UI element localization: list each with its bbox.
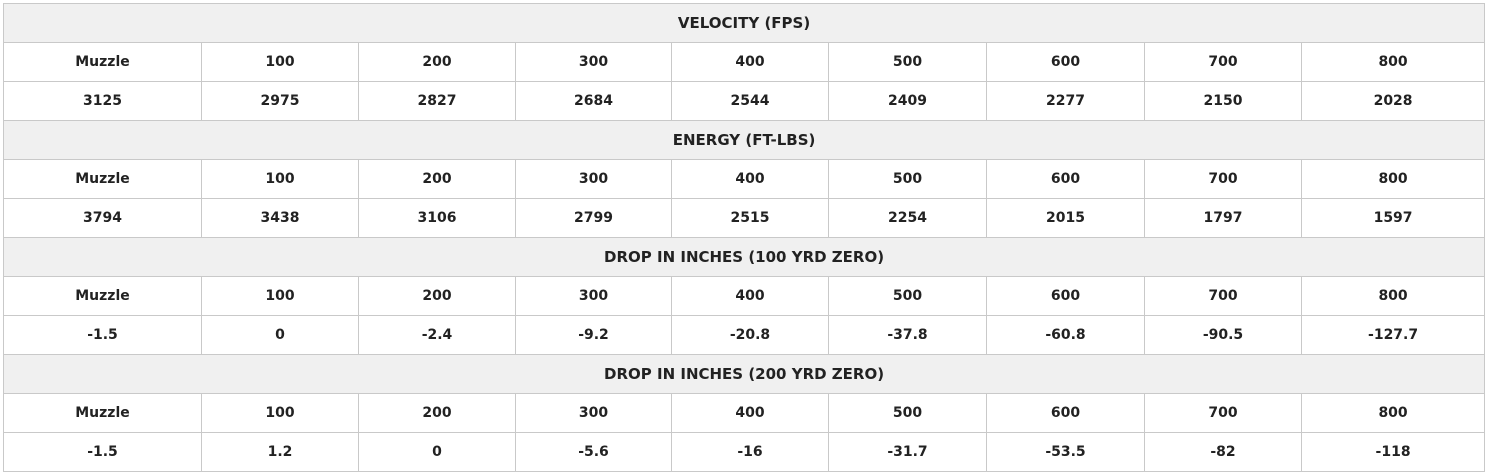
range-header-cell: 200 (358, 276, 516, 316)
range-header-cell: 800 (1300, 393, 1486, 433)
section-title: ENERGY (FT-LBS) (2, 120, 1486, 160)
range-header-cell: 600 (986, 159, 1145, 199)
value-row: -1.5 1.2 0 -5.6 -16 -31.7 -53.5 -82 -118 (3, 432, 1486, 472)
value-cell: 1797 (1144, 198, 1302, 238)
value-cell: -60.8 (986, 315, 1145, 355)
value-cell: 2827 (358, 81, 516, 121)
range-header-cell: 600 (986, 393, 1145, 433)
range-header-cell: 800 (1300, 276, 1486, 316)
value-cell: 2409 (828, 81, 987, 121)
section-title-row: ENERGY (FT-LBS) (2, 120, 1486, 160)
range-header-cell: 100 (201, 276, 359, 316)
value-cell: 3794 (3, 198, 202, 238)
range-header-cell: 100 (201, 42, 359, 82)
ballistics-table: VELOCITY (FPS) Muzzle 100 200 300 400 500 600 70… (2, 3, 1486, 472)
value-cell: 3438 (201, 198, 359, 238)
range-header-cell: 700 (1144, 393, 1302, 433)
value-cell: -9.2 (515, 315, 672, 355)
range-header-cell: 300 (515, 42, 672, 82)
section-title: VELOCITY (FPS) (2, 3, 1486, 43)
range-header-cell: 400 (671, 393, 829, 433)
range-header-cell: 700 (1144, 159, 1302, 199)
value-cell: -1.5 (3, 432, 202, 472)
value-cell: 1597 (1300, 198, 1486, 238)
value-cell: -127.7 (1300, 315, 1486, 355)
section-title-row: DROP IN INCHES (100 YRD ZERO) (2, 237, 1486, 277)
range-header-row: Muzzle 100 200 300 400 500 600 700 800 (3, 393, 1486, 433)
value-cell: -20.8 (671, 315, 829, 355)
value-cell: 2015 (986, 198, 1145, 238)
value-cell: 2799 (515, 198, 672, 238)
section-title-row: DROP IN INCHES (200 YRD ZERO) (2, 354, 1486, 394)
value-cell: 2515 (671, 198, 829, 238)
range-header-cell: Muzzle (3, 276, 202, 316)
value-cell: -31.7 (828, 432, 987, 472)
table-body: VELOCITY (FPS) Muzzle 100 200 300 400 500 600 70… (2, 3, 1486, 472)
value-cell: 0 (201, 315, 359, 355)
value-row: -1.5 0 -2.4 -9.2 -20.8 -37.8 -60.8 -90.5 -127.7 (3, 315, 1486, 355)
section-title: DROP IN INCHES (100 YRD ZERO) (2, 237, 1486, 277)
value-cell: -53.5 (986, 432, 1145, 472)
range-header-cell: 300 (515, 276, 672, 316)
value-cell: 3125 (3, 81, 202, 121)
range-header-row: Muzzle 100 200 300 400 500 600 700 800 (3, 42, 1486, 82)
range-header-cell: 500 (828, 159, 987, 199)
range-header-cell: 400 (671, 276, 829, 316)
range-header-cell: Muzzle (3, 42, 202, 82)
section-title: DROP IN INCHES (200 YRD ZERO) (2, 354, 1486, 394)
section-title-row: VELOCITY (FPS) (2, 3, 1486, 43)
range-header-cell: 100 (201, 393, 359, 433)
range-header-cell: 200 (358, 42, 516, 82)
value-cell: -16 (671, 432, 829, 472)
value-row: 3125 2975 2827 2684 2544 2409 2277 2150 2028 (3, 81, 1486, 121)
range-header-cell: 500 (828, 276, 987, 316)
range-header-cell: 400 (671, 42, 829, 82)
value-cell: 2975 (201, 81, 359, 121)
range-header-cell: 200 (358, 393, 516, 433)
value-cell: 2150 (1144, 81, 1302, 121)
range-header-cell: 100 (201, 159, 359, 199)
range-header-cell: 800 (1300, 42, 1486, 82)
range-header-cell: 300 (515, 159, 672, 199)
value-cell: -82 (1144, 432, 1302, 472)
value-cell: 1.2 (201, 432, 359, 472)
value-cell: -118 (1300, 432, 1486, 472)
range-header-row: Muzzle 100 200 300 400 500 600 700 800 (3, 159, 1486, 199)
value-cell: 3106 (358, 198, 516, 238)
value-cell: 2684 (515, 81, 672, 121)
range-header-cell: 200 (358, 159, 516, 199)
value-cell: -90.5 (1144, 315, 1302, 355)
range-header-cell: 700 (1144, 276, 1302, 316)
value-cell: -5.6 (515, 432, 672, 472)
range-header-cell: 800 (1300, 159, 1486, 199)
range-header-cell: 400 (671, 159, 829, 199)
value-cell: 2544 (671, 81, 829, 121)
value-cell: -1.5 (3, 315, 202, 355)
range-header-cell: 500 (828, 42, 987, 82)
range-header-cell: 500 (828, 393, 987, 433)
range-header-cell: 700 (1144, 42, 1302, 82)
range-header-cell: Muzzle (3, 159, 202, 199)
range-header-cell: Muzzle (3, 393, 202, 433)
range-header-row: Muzzle 100 200 300 400 500 600 700 800 (3, 276, 1486, 316)
value-row: 3794 3438 3106 2799 2515 2254 2015 1797 1597 (3, 198, 1486, 238)
value-cell: 2028 (1300, 81, 1486, 121)
value-cell: 2277 (986, 81, 1145, 121)
range-header-cell: 600 (986, 276, 1145, 316)
value-cell: -2.4 (358, 315, 516, 355)
value-cell: -37.8 (828, 315, 987, 355)
range-header-cell: 300 (515, 393, 672, 433)
value-cell: 0 (358, 432, 516, 472)
value-cell: 2254 (828, 198, 987, 238)
range-header-cell: 600 (986, 42, 1145, 82)
